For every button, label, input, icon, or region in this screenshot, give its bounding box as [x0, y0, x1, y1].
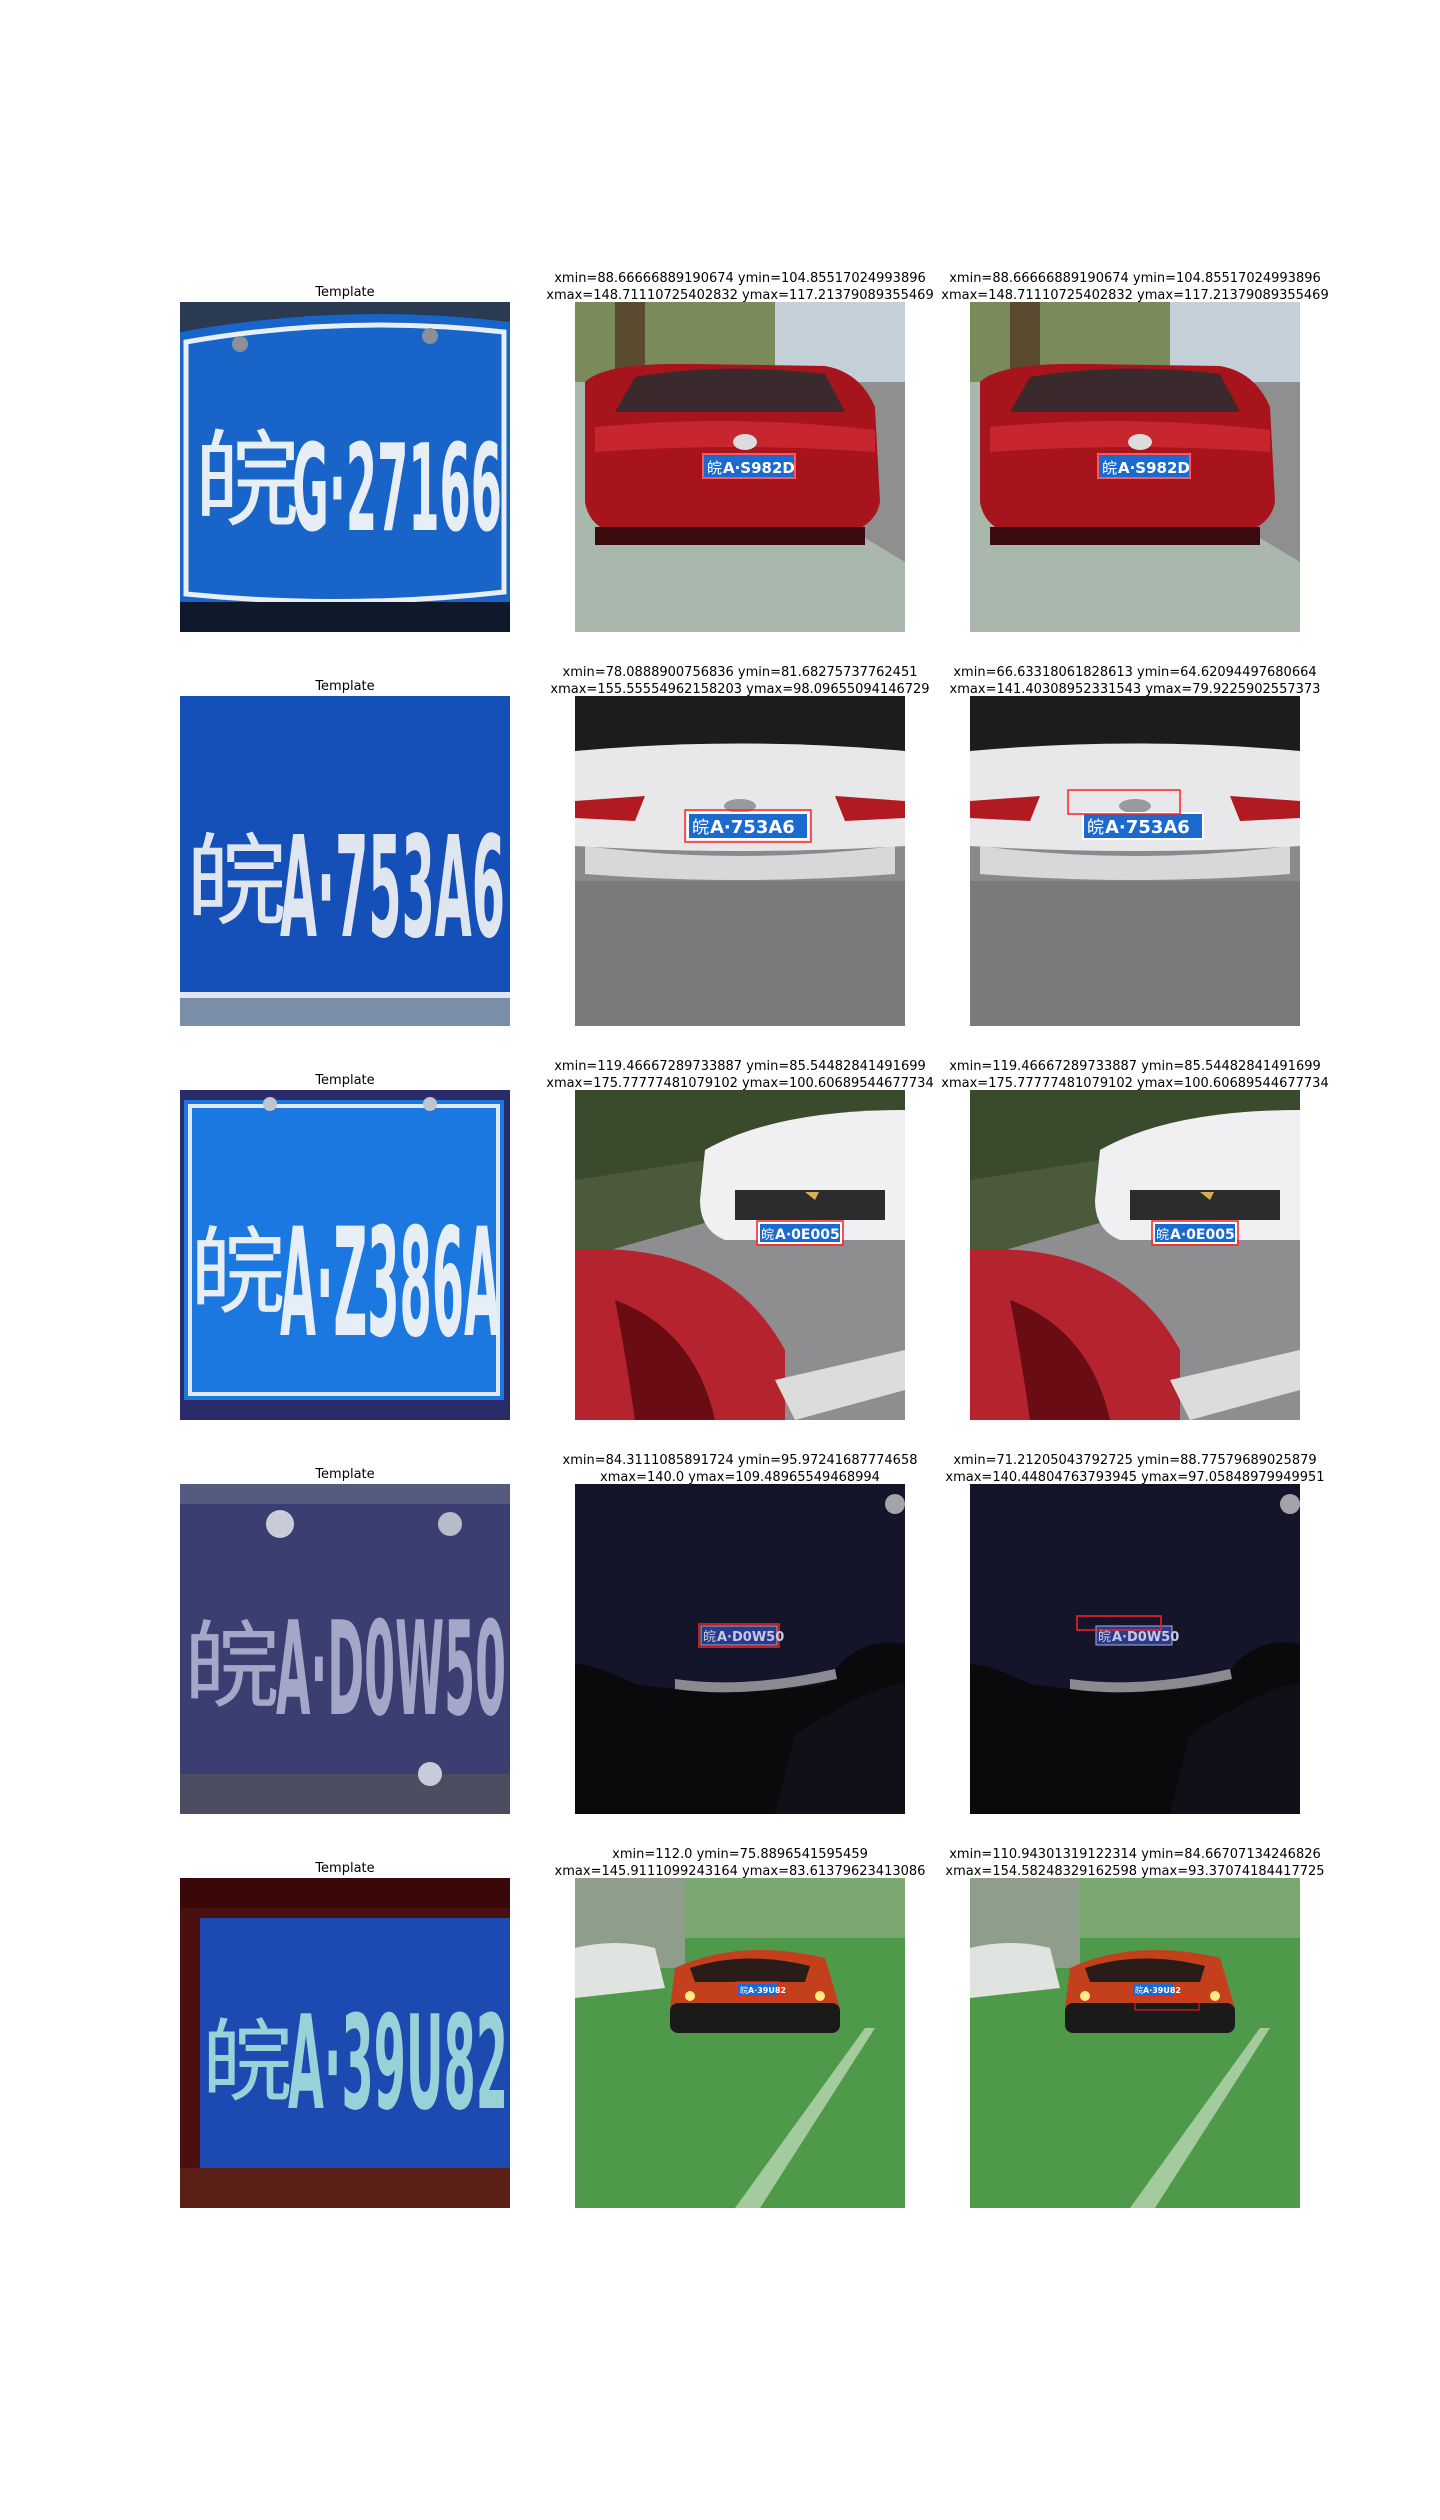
left-box-title: xmin=88.66666889190674 ymin=104.85517024… — [546, 271, 934, 303]
plate-number: A·S982D — [1118, 459, 1190, 477]
plate-number: A·753A6 — [1105, 817, 1190, 838]
plate-prefix: 皖 — [1156, 1228, 1169, 1243]
template-image: 皖 A·D0W50 — [180, 1484, 510, 1814]
plate-number: A·39U82 — [748, 1986, 786, 1995]
plate-prefix: 皖 — [202, 2010, 292, 2115]
left-image: 皖 A·D0W50 — [575, 1484, 905, 1814]
plate-number: G·27166 — [292, 420, 502, 559]
plate-prefix: 皖 — [703, 1630, 716, 1645]
right-image: 皖 A·39U82 — [970, 1878, 1300, 2208]
plate-prefix: 皖 — [186, 823, 286, 940]
left-box-title: xmin=112.0 ymin=75.8896541595459 xmax=145… — [554, 1847, 926, 1879]
plate-number: A·753A6 — [710, 817, 795, 838]
template-image: 皖 A·Z386A — [180, 1090, 510, 1420]
left-box-title: xmin=78.0888900756836 ymin=81.6827573776… — [550, 665, 930, 697]
left-image: 皖 A·39U82 — [575, 1878, 905, 2208]
template-image: 皖 A·753A6 — [180, 696, 510, 1026]
plate-number: A·Z386A — [280, 1197, 500, 1371]
plate-prefix: 皖 — [1102, 459, 1117, 477]
left-image: 皖 A·753A6 — [575, 696, 905, 1026]
right-image: 皖 A·S982D — [970, 302, 1300, 632]
left-box-title: xmin=119.46667289733887 ymin=85.54482841… — [546, 1059, 934, 1091]
plate-prefix: 皖 — [1135, 1985, 1143, 1995]
template-image: 皖 G·27166 — [180, 302, 510, 632]
right-box-title: xmin=119.46667289733887 ymin=85.54482841… — [941, 1059, 1329, 1091]
plate-prefix: 皖 — [740, 1985, 748, 1995]
right-box-title: xmin=71.21205043792725 ymin=88.775796890… — [945, 1453, 1325, 1485]
plate-prefix: 皖 — [184, 1612, 279, 1722]
right-box-title: xmin=66.63318061828613 ymin=64.620944976… — [949, 665, 1321, 697]
plate-number: A·753A6 — [280, 807, 505, 970]
template-title: Template — [315, 285, 375, 300]
right-image: 皖 A·753A6 — [970, 696, 1300, 1026]
template-title: Template — [315, 679, 375, 694]
left-image: 皖 A·0E005 — [575, 1090, 905, 1420]
plate-number: A·S982D — [723, 459, 795, 477]
plate-number: A·0E005 — [775, 1227, 840, 1243]
right-image: 皖 A·D0W50 — [970, 1484, 1300, 1814]
plate-prefix: 皖 — [1098, 1630, 1111, 1645]
plate-prefix: 皖 — [707, 459, 722, 477]
plate-prefix: 皖 — [190, 1218, 285, 1328]
plate-prefix: 皖 — [692, 818, 709, 838]
right-image: 皖 A·0E005 — [970, 1090, 1300, 1420]
plate-prefix: 皖 — [1087, 818, 1104, 838]
left-image: 皖 A·S982D — [575, 302, 905, 632]
plate-number: A·D0W50 — [276, 1593, 506, 1745]
plate-number: A·D0W50 — [1112, 1630, 1179, 1645]
plate-number: A·39U82 — [288, 1987, 508, 2139]
template-title: Template — [315, 1073, 375, 1088]
plate-prefix: 皖 — [761, 1228, 774, 1243]
left-box-title: xmin=84.3111085891724 ymin=95.9724168777… — [562, 1453, 918, 1485]
plate-number: A·39U82 — [1143, 1986, 1181, 1995]
template-title: Template — [315, 1467, 375, 1482]
plate-number: A·0E005 — [1170, 1227, 1235, 1243]
right-box-title: xmin=110.94301319122314 ymin=84.66707134… — [945, 1847, 1325, 1879]
plate-number: A·D0W50 — [717, 1630, 784, 1645]
plate-prefix: 皖 — [194, 420, 299, 542]
template-image: 皖 A·39U82 — [180, 1878, 510, 2208]
template-title: Template — [315, 1861, 375, 1876]
right-box-title: xmin=88.66666889190674 ymin=104.85517024… — [941, 271, 1329, 303]
